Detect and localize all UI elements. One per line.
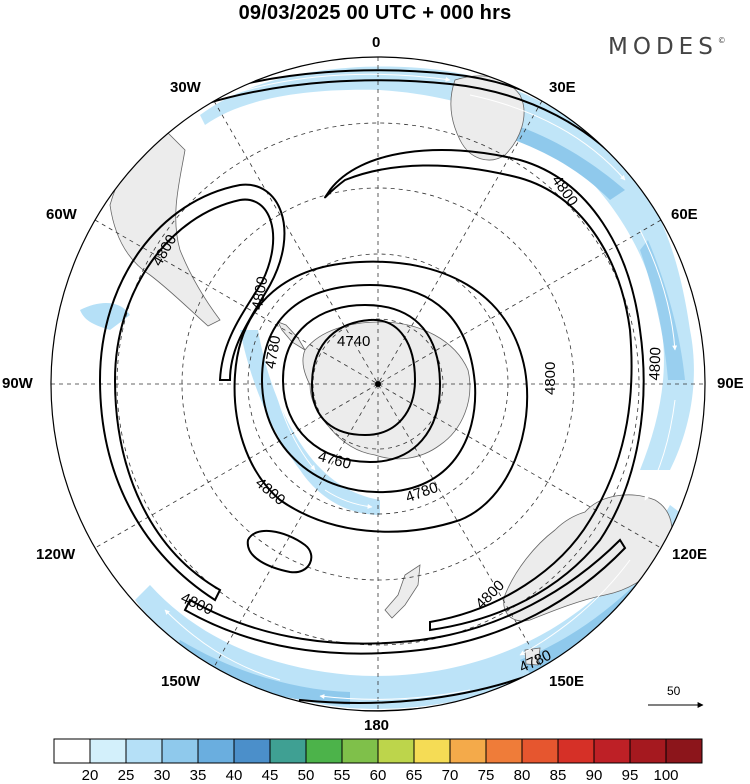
contour-label: 4800: [646, 347, 664, 381]
contour-4780: [260, 283, 477, 494]
colorbar-label: 55: [333, 767, 351, 784]
colorbar-label: 80: [513, 767, 531, 784]
pole-marker: [375, 381, 381, 387]
colorbar-swatch: [89, 738, 127, 764]
contour-label: 4740: [337, 333, 370, 350]
colorbar-label: 45: [261, 767, 279, 784]
contour-label: 4800: [178, 589, 215, 619]
contour-4800-cutoff: [324, 149, 645, 632]
wind-vectors: [164, 73, 678, 700]
lon-label-150E: 150E: [549, 673, 585, 690]
colorbar-label: 95: [621, 767, 639, 784]
colorbar-swatch: [449, 738, 487, 764]
colorbar-label: 75: [477, 767, 495, 784]
colorbar-swatch: [629, 738, 667, 764]
jet-stream-polar: [240, 330, 380, 515]
colorbar: [53, 738, 703, 764]
colorbar-label: 20: [81, 767, 99, 784]
contour-label: 4800: [548, 172, 581, 209]
africa: [450, 75, 525, 161]
contour-4800-west: [98, 183, 286, 602]
contour-4800-inner: [233, 260, 529, 533]
colorbar-swatch: [305, 738, 343, 764]
contour-label: 4780: [403, 479, 440, 506]
contour-4760: [281, 303, 442, 464]
australia: [503, 494, 673, 622]
colorbar-label: 85: [549, 767, 567, 784]
colorbar-swatch: [233, 738, 271, 764]
colorbar-swatch: [593, 738, 631, 764]
colorbar-swatch: [161, 738, 199, 764]
brand-logo: MODES©: [608, 34, 726, 60]
colorbar-label: 70: [441, 767, 459, 784]
lon-label-180: 180: [364, 717, 390, 734]
colorbar-swatch: [53, 738, 91, 764]
map-title: 09/03/2025 00 UTC + 000 hrs: [238, 2, 512, 24]
contour-4740: [310, 318, 417, 437]
colorbar-swatch: [125, 738, 163, 764]
copyright-mark: ©: [717, 36, 726, 45]
colorbar-swatch: [485, 738, 523, 764]
contour-labels: 4800 4800 4800 4800 4800 4800 4800 4780 …: [149, 172, 665, 676]
colorbar-swatch: [197, 738, 235, 764]
lon-label-90W: 90W: [2, 375, 33, 392]
graticule: [51, 57, 705, 711]
contour-label: 4800: [472, 577, 508, 613]
contour-label: 4800: [542, 362, 559, 395]
colorbar-swatch: [269, 738, 307, 764]
contour-label-4800-sw: 4800: [252, 474, 288, 508]
lon-label-90E: 90E: [717, 375, 744, 392]
map-boundary: [50, 56, 706, 712]
colorbar-label: 40: [225, 767, 243, 784]
colorbar-label: 35: [189, 767, 207, 784]
colorbar-label: 65: [405, 767, 423, 784]
lon-label-0: 0: [372, 34, 381, 51]
lon-label-120W: 120W: [36, 546, 76, 563]
jet-core-90E: [640, 240, 685, 380]
jet-patch-west: [80, 303, 130, 330]
jet-core-30E: [500, 120, 625, 200]
antarctica: [302, 321, 471, 460]
contour-label: 4760: [316, 448, 353, 473]
wind-scale-label: 50: [667, 684, 681, 698]
colorbar-swatch: [413, 738, 451, 764]
colorbar-swatch: [341, 738, 379, 764]
tasmania: [524, 647, 541, 666]
colorbar-label: 60: [369, 767, 387, 784]
colorbar-label: 30: [153, 767, 171, 784]
lon-label-30W: 30W: [170, 79, 201, 96]
lon-label-120E: 120E: [672, 546, 708, 563]
new-zealand: [384, 564, 421, 619]
colorbar-swatch: [521, 738, 559, 764]
colorbar-label: 25: [117, 767, 135, 784]
colorbar-swatch: [557, 738, 595, 764]
colorbar-swatch: [665, 738, 703, 764]
colorbar-label: 100: [653, 767, 679, 784]
colorbar-label: 90: [585, 767, 603, 784]
lon-label-30E: 30E: [549, 79, 576, 96]
south-america: [109, 129, 221, 327]
jet-core-150W: [175, 640, 350, 705]
lon-label-60W: 60W: [46, 206, 77, 223]
brand-text: MODES: [608, 34, 718, 60]
contour-4800-cutoff-low: [246, 529, 313, 574]
contour-label: 4800: [249, 275, 272, 311]
contour-label: 4780: [262, 334, 285, 370]
lon-label-60E: 60E: [671, 206, 698, 223]
colorbar-swatch: [377, 738, 415, 764]
contour-4800-south: [183, 538, 627, 655]
height-contours: [98, 69, 688, 711]
colorbar-label: 50: [297, 767, 315, 784]
lon-label-150W: 150W: [161, 673, 201, 690]
